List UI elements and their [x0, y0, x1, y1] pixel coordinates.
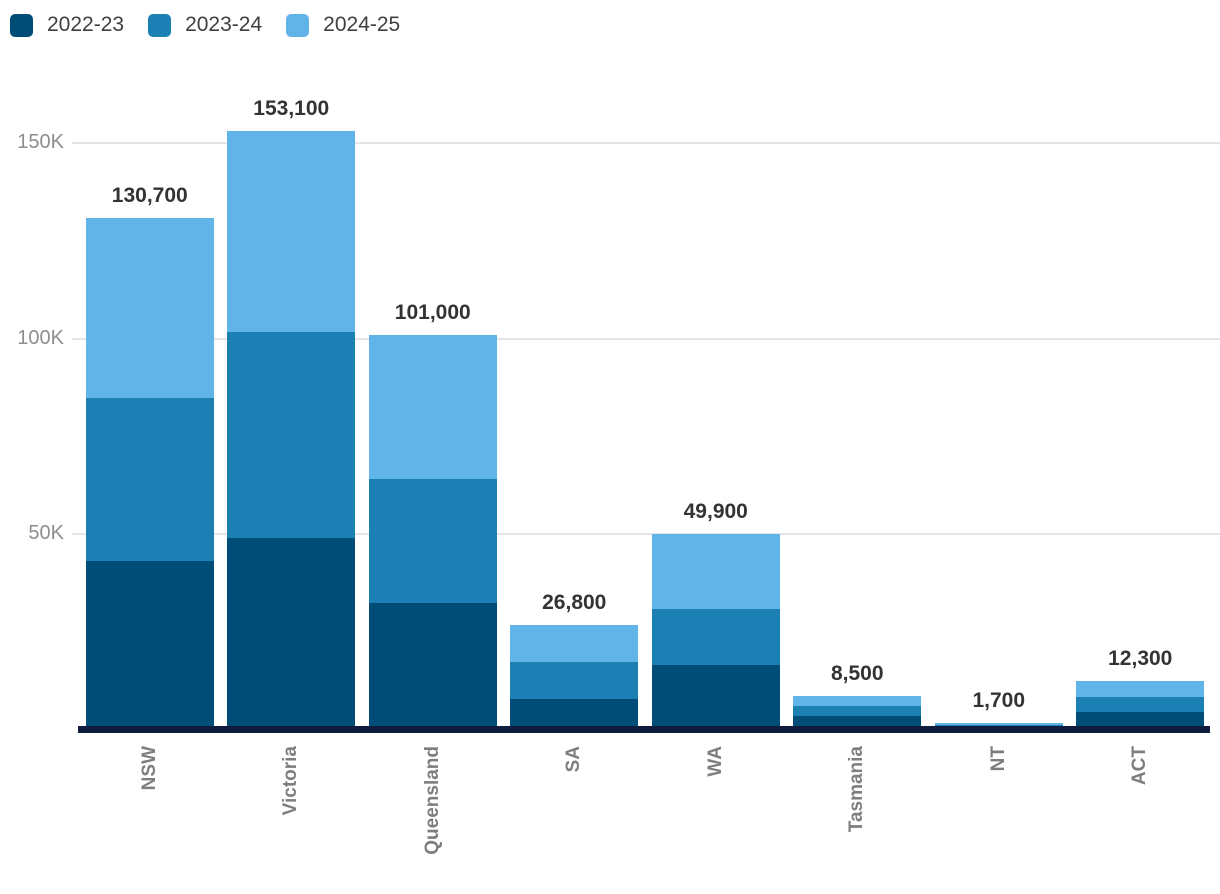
bar-segment-sa-2023-24[interactable] [510, 662, 639, 699]
bar-segment-victoria-2024-25[interactable] [227, 130, 356, 333]
legend-swatch-icon [286, 13, 310, 37]
legend: 2022-23 2023-24 2024-25 [10, 13, 400, 37]
x-axis-label-queensland: Queensland [421, 746, 443, 855]
total-label-victoria: 153,100 [253, 96, 330, 120]
bar-segment-nt-2024-25[interactable] [934, 722, 1063, 726]
legend-item-2023-24[interactable]: 2023-24 [148, 13, 262, 37]
bar-segment-sa-2022-23[interactable] [510, 699, 639, 730]
legend-swatch-icon [148, 13, 172, 37]
legend-swatch-icon [10, 13, 33, 37]
bar-segment-wa-2022-23[interactable] [651, 664, 780, 730]
bar-segment-wa-2024-25[interactable] [651, 534, 780, 610]
bar-segment-tasmania-2024-25[interactable] [793, 696, 922, 707]
bar-segment-queensland-2023-24[interactable] [368, 478, 497, 603]
total-label-act: 12,300 [1108, 647, 1173, 671]
y-tick-label-50k: 50K [28, 522, 64, 544]
bar-segment-act-2022-23[interactable] [1076, 711, 1205, 730]
y-tick-label-150k: 150K [17, 131, 64, 153]
x-axis-label-tasmania: Tasmania [846, 746, 868, 833]
legend-label: 2024-25 [323, 13, 401, 36]
bar-segment-victoria-2023-24[interactable] [227, 332, 356, 539]
bar-segment-victoria-2022-23[interactable] [227, 538, 356, 730]
bar-segment-act-2024-25[interactable] [1076, 681, 1205, 698]
bar-segment-wa-2023-24[interactable] [651, 609, 780, 665]
bar-segment-nsw-2023-24[interactable] [85, 397, 214, 561]
total-label-sa: 26,800 [542, 590, 607, 614]
bar-segment-nsw-2024-25[interactable] [85, 218, 214, 398]
y-tick-label-100k: 100K [17, 326, 64, 349]
x-axis-label-wa: WA [704, 746, 726, 777]
total-label-nt: 1,700 [972, 688, 1026, 712]
x-axis-label-victoria: Victoria [280, 746, 302, 816]
total-label-queensland: 101,000 [394, 300, 471, 324]
legend-item-2024-25[interactable]: 2024-25 [286, 13, 400, 37]
x-axis-label-sa: SA [563, 746, 585, 773]
total-label-tasmania: 8,500 [830, 662, 884, 686]
x-axis-label-nsw: NSW [138, 746, 160, 791]
x-axis-line [78, 726, 1210, 733]
bar-segment-act-2023-24[interactable] [1076, 697, 1205, 712]
gridline-50k [72, 533, 1220, 535]
bar-segment-sa-2024-25[interactable] [510, 624, 639, 663]
bar-segment-queensland-2024-25[interactable] [368, 334, 497, 479]
bar-segment-nsw-2022-23[interactable] [85, 560, 214, 730]
bar-segment-tasmania-2023-24[interactable] [793, 706, 922, 717]
total-label-wa: 49,900 [683, 500, 748, 524]
legend-item-2022-23[interactable]: 2022-23 [10, 13, 124, 37]
legend-label: 2023-24 [185, 13, 263, 36]
gridline-150k [72, 142, 1220, 144]
x-axis-label-act: ACT [1129, 746, 1151, 786]
bar-segment-queensland-2022-23[interactable] [368, 602, 497, 730]
legend-label: 2022-23 [47, 13, 125, 36]
gridline-100k [72, 337, 1220, 340]
total-label-nsw: 130,700 [111, 184, 188, 208]
x-axis-label-nt: NT [987, 746, 1009, 772]
